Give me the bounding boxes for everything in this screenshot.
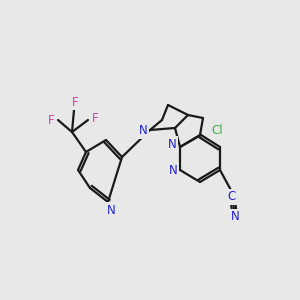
Text: N: N xyxy=(169,164,177,176)
Text: Cl: Cl xyxy=(211,124,223,137)
Text: N: N xyxy=(139,124,147,137)
Text: N: N xyxy=(106,203,116,217)
Text: F: F xyxy=(48,113,54,127)
Text: F: F xyxy=(92,112,98,125)
Text: N: N xyxy=(231,211,239,224)
Text: F: F xyxy=(72,95,78,109)
Text: N: N xyxy=(168,137,176,151)
Text: C: C xyxy=(228,190,236,203)
